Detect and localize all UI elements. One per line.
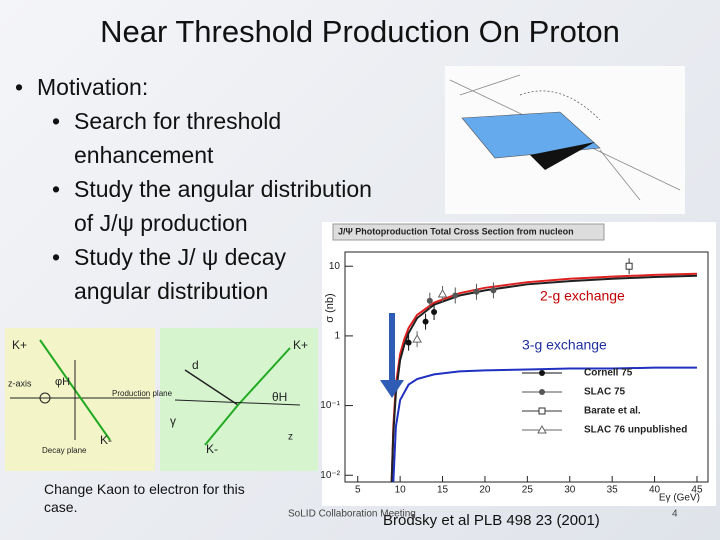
x-tick-label: 15 — [437, 485, 449, 496]
data-point — [473, 288, 480, 295]
x-tick-label: 30 — [564, 485, 576, 496]
diagram-label: θH — [272, 390, 287, 404]
curve — [392, 366, 697, 483]
diagram-labels: K+ z-axis φH Production plane K- Decay plane K… — [8, 338, 308, 456]
x-tick-label: 45 — [691, 485, 703, 496]
diagram-label: K- — [100, 433, 112, 447]
legend-label: SLAC 76 unpublished — [584, 425, 687, 436]
x-axis-label: Eγ (GeV) — [659, 493, 700, 504]
x-tick-label: 40 — [649, 485, 661, 496]
diagram-label: Decay plane — [42, 446, 87, 455]
bullet-line: of J/ψ production — [74, 210, 248, 236]
y-tick-label: 10 — [329, 261, 341, 272]
data-point — [412, 334, 422, 343]
annotation: 2-g exchange — [540, 288, 625, 304]
note-line: Change Kaon to electron for this — [44, 481, 245, 497]
note: Change Kaon to electron for this case. — [44, 480, 245, 516]
legend-marker — [538, 407, 546, 415]
data-point — [625, 262, 633, 270]
diagram-label: K+ — [293, 338, 308, 352]
bullet: • Search for threshold enhancement — [52, 104, 281, 172]
bullet-line: Study the angular distribution — [74, 176, 372, 202]
legend-label: Cornell 75 — [584, 368, 633, 379]
x-tick-label: 25 — [522, 485, 534, 496]
data-point — [426, 297, 433, 304]
bullet-dot: • — [52, 244, 61, 270]
x-tick-label: 10 — [395, 485, 407, 496]
legend-marker — [539, 370, 545, 376]
chart-title: J/Ψ Photoproduction Total Cross Section … — [338, 226, 574, 236]
y-tick-label: 1 — [334, 331, 340, 342]
bullet-line: Search for threshold — [74, 108, 282, 134]
bullet-line: enhancement — [74, 142, 214, 168]
data-point — [405, 339, 412, 346]
page-number: 4 — [672, 509, 678, 520]
data-point — [431, 309, 438, 316]
y-axis-label: σ (nb) — [324, 293, 336, 322]
diagram-label: z-axis — [8, 378, 32, 388]
diagram-label: φH — [55, 376, 70, 388]
slide-title: Near Threshold Production On Proton — [100, 14, 620, 49]
y-tick-label: 10⁻² — [320, 470, 340, 481]
x-tick-label: 5 — [355, 485, 361, 496]
y-tick-label: 10⁻¹ — [320, 400, 340, 411]
data-point — [437, 288, 448, 298]
kinematics-sketch — [445, 66, 685, 214]
diagram-label: K- — [206, 442, 218, 456]
x-tick-label: 35 — [607, 485, 619, 496]
bullet-line: Motivation: — [37, 74, 149, 100]
footer: SoLID Collaboration Meeting — [288, 509, 416, 520]
data-point — [452, 292, 459, 299]
bullet: • Study the angular distribution of J/ψ pr… — [52, 172, 372, 240]
diagram-label: γ — [170, 414, 176, 428]
bullet-line: angular distribution — [74, 278, 269, 304]
data-point — [490, 287, 497, 294]
legend-marker — [539, 389, 545, 395]
annotation: 3-g exchange — [522, 337, 607, 353]
legend-label: Barate et al. — [584, 406, 641, 417]
decay-diagram — [5, 328, 318, 471]
legend-marker — [537, 424, 547, 434]
x-tick-label: 20 — [479, 485, 491, 496]
arrow — [380, 313, 404, 398]
bullet-dot: • — [52, 108, 61, 134]
chart-background — [322, 222, 716, 506]
bullet: • Motivation: — [15, 70, 148, 104]
note-line: case. — [44, 499, 78, 515]
diagram-label: z — [288, 432, 293, 443]
legend-label: SLAC 75 — [584, 387, 626, 398]
diagram-label: d — [192, 358, 199, 372]
plot-frame — [344, 251, 709, 483]
chart-title-bar — [332, 223, 605, 241]
diagram-label: Production plane — [112, 389, 173, 398]
data-point — [422, 318, 429, 325]
bullet-dot: • — [15, 74, 24, 100]
bullet-dot: • — [52, 176, 61, 202]
bullet-line: Study the J/ ψ decay — [74, 244, 287, 270]
diagram-label: K+ — [12, 338, 27, 352]
bullet: • Study the J/ ψ decay angular distributio… — [52, 240, 286, 308]
reference: Brodsky et al PLB 498 23 (2001) — [383, 512, 600, 529]
